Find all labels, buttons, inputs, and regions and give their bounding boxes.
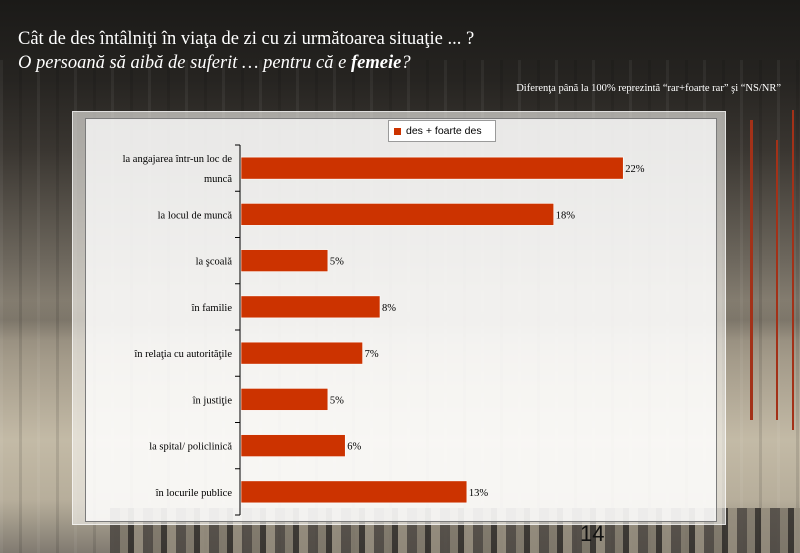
- accent-stripe: [776, 140, 778, 420]
- bar: [240, 203, 555, 226]
- accent-stripe: [750, 120, 753, 420]
- legend-label: des + foarte des: [406, 125, 482, 137]
- bar: [240, 249, 329, 272]
- bar-value-label: 5%: [330, 257, 344, 268]
- chart-legend: des + foarte des: [388, 120, 496, 142]
- category-label: la spital/ policlinică: [149, 442, 232, 453]
- bar-value-label: 18%: [556, 210, 576, 221]
- category-label: muncă: [204, 174, 232, 185]
- bar: [240, 388, 329, 411]
- bar: [240, 295, 381, 319]
- chart-bars: 22% 18% 5% 8% 7% 5% 6% 13%: [240, 156, 645, 504]
- bar-value-label: 6%: [347, 442, 361, 453]
- bar-value-label: 7%: [365, 349, 379, 360]
- chart-plot-area: [85, 118, 717, 522]
- category-label: în locurile publice: [155, 488, 233, 499]
- bar: [240, 480, 468, 504]
- bar: [240, 156, 624, 180]
- bar: [240, 341, 363, 365]
- chart-axis: la angajarea într-un loc de muncă la locul…: [123, 144, 241, 516]
- title-line-1: Cât de des întâlniţi în viaţa de zi cu z…: [18, 29, 475, 49]
- category-label: în familie: [190, 303, 232, 314]
- legend-swatch: [394, 127, 401, 135]
- bar: [240, 434, 346, 457]
- bar-value-label: 8%: [382, 303, 396, 314]
- bar-value-label: 5%: [330, 395, 344, 406]
- difference-note: Diferenţa până la 100% reprezintă “rar+f…: [516, 83, 781, 94]
- category-label: la locul de muncă: [158, 210, 233, 221]
- accent-stripe: [792, 110, 794, 430]
- slide-title: Cât de des întâlniţi în viaţa de zi cu z…: [18, 27, 474, 75]
- category-label: în justiţie: [192, 395, 233, 406]
- category-label: în relaţia cu autorităţile: [133, 349, 232, 360]
- title-line-2-emphasis: femeie: [350, 53, 402, 73]
- slide-number: 14: [580, 521, 605, 546]
- bar-value-label: 13%: [469, 488, 489, 499]
- bar-value-label: 22%: [625, 164, 645, 175]
- title-line-2-prefix: O persoană să aibă de suferit … pentru c…: [18, 53, 351, 73]
- title-line-2-suffix: ?: [401, 53, 411, 73]
- title-line-2: O persoană să aibă de suferit … pentru c…: [18, 51, 474, 75]
- category-label: la angajarea într-un loc de: [123, 154, 233, 165]
- category-label: la şcoală: [196, 257, 233, 268]
